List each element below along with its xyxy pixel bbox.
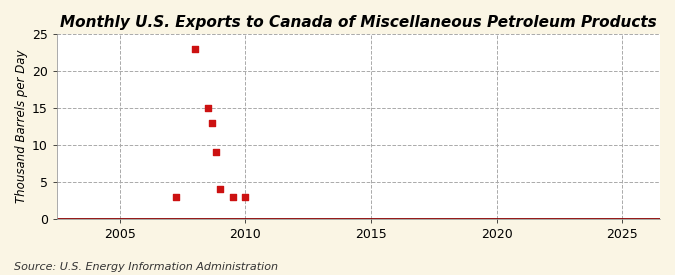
Point [215,187,225,191]
Point [240,194,251,199]
Title: Monthly U.S. Exports to Canada of Miscellaneous Petroleum Products: Monthly U.S. Exports to Canada of Miscel… [60,15,657,30]
Point [171,194,182,199]
Text: Source: U.S. Energy Information Administration: Source: U.S. Energy Information Administ… [14,262,277,272]
Y-axis label: Thousand Barrels per Day: Thousand Barrels per Day [15,50,28,203]
Point [227,194,238,199]
Point [207,120,217,125]
Point [211,150,221,154]
Point [190,46,200,51]
Point [202,106,213,110]
